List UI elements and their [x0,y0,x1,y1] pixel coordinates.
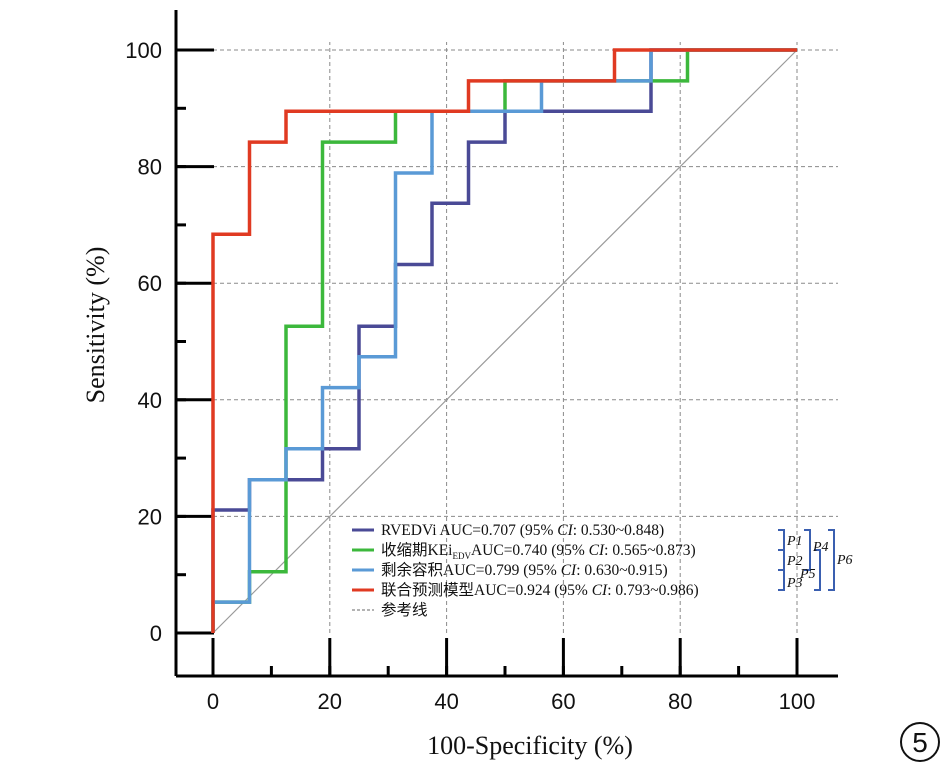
p-label-2: P2 [786,554,803,569]
x-tick-label-0: 0 [207,689,219,714]
roc-curve-3 [211,48,797,633]
reference-line [212,49,798,634]
y-tick-label-60: 60 [138,271,162,296]
legend: RVEDVi AUC=0.707 (95% CI: 0.530~0.848)收缩… [352,522,699,619]
x-tick-label-60: 60 [551,689,575,714]
legend-ci-range: : 0.630~0.915) [576,562,667,579]
legend-ci-range: : 0.565~0.873) [604,542,695,559]
legend-ci-range: : 0.530~0.848) [573,522,664,539]
reference-line-layer [212,49,798,634]
legend-series-name: 收缩期KEi [381,541,453,559]
y-tick-label-40: 40 [138,388,162,413]
p-label-1: P1 [786,534,803,549]
legend-label-0: RVEDVi AUC=0.707 (95% CI: 0.530~0.848) [381,522,664,539]
legend-series-name: 联合预测模型 [381,581,474,599]
legend-ci-open: (95% [547,542,588,559]
legend-series-name: 剩余容积 [381,560,443,579]
y-tick-label-0: 0 [150,621,162,646]
legend-ci-label: CI [592,582,608,599]
bracket-p4 [804,529,811,571]
bracket-p5 [814,549,821,591]
legend-ci-open: (95% [550,582,591,599]
p-value-brackets: P1 P2 P3 P4 P5 P6 [778,529,853,591]
panel-number: 5 [912,727,928,758]
legend-label-3: 联合预测模型AUC=0.924 (95% CI: 0.793~0.986) [381,581,699,599]
legend-subscript: EDV [452,551,471,561]
p-label-5: P5 [799,567,816,582]
y-tick-label-80: 80 [138,155,162,180]
legend-ci-label: CI [589,542,605,559]
y-tick-label-100: 100 [125,38,162,63]
legend-ci-open: (95% [519,562,560,579]
axes: 0 20 40 60 80 100 0 20 40 60 80 100 [125,10,838,714]
x-tick-label-80: 80 [668,689,692,714]
legend-ci-label: CI [557,522,573,539]
bracket-p2 [778,549,785,571]
bracket-p1 [778,529,785,551]
legend-ci-label: CI [561,562,577,579]
legend-auc: AUC=0.740 [471,542,548,559]
legend-label-2: 剩余容积AUC=0.799 (95% CI: 0.630~0.915) [381,560,668,579]
series-layer [211,48,797,633]
legend-series-name: RVEDVi [381,522,437,539]
legend-ci-open: (95% [516,522,557,539]
x-tick-label-20: 20 [318,689,342,714]
x-tick-label-100: 100 [779,689,816,714]
panel-number-circle [900,722,940,762]
legend-auc: AUC=0.924 [474,582,551,599]
bracket-p3 [778,569,785,591]
legend-series-name: 参考线 [381,601,428,619]
x-tick-label-40: 40 [434,689,458,714]
x-axis-title: 100-Specificity (%) [427,731,633,760]
legend-label-1: 收缩期KEiEDVAUC=0.740 (95% CI: 0.565~0.873) [381,541,696,561]
y-axis-title: Sensitivity (%) [81,247,110,404]
panel-number-badge: 5 [900,722,940,762]
p-label-6: P6 [836,553,853,568]
legend-label-4: 参考线 [381,601,428,619]
legend-ci-range: : 0.793~0.986) [607,582,698,599]
p-label-3: P3 [786,576,803,591]
legend-auc: AUC=0.707 [437,522,517,539]
y-tick-label-20: 20 [138,504,162,529]
legend-auc: AUC=0.799 [443,562,520,579]
p-label-4: P4 [812,540,829,555]
bracket-p6 [828,529,835,591]
